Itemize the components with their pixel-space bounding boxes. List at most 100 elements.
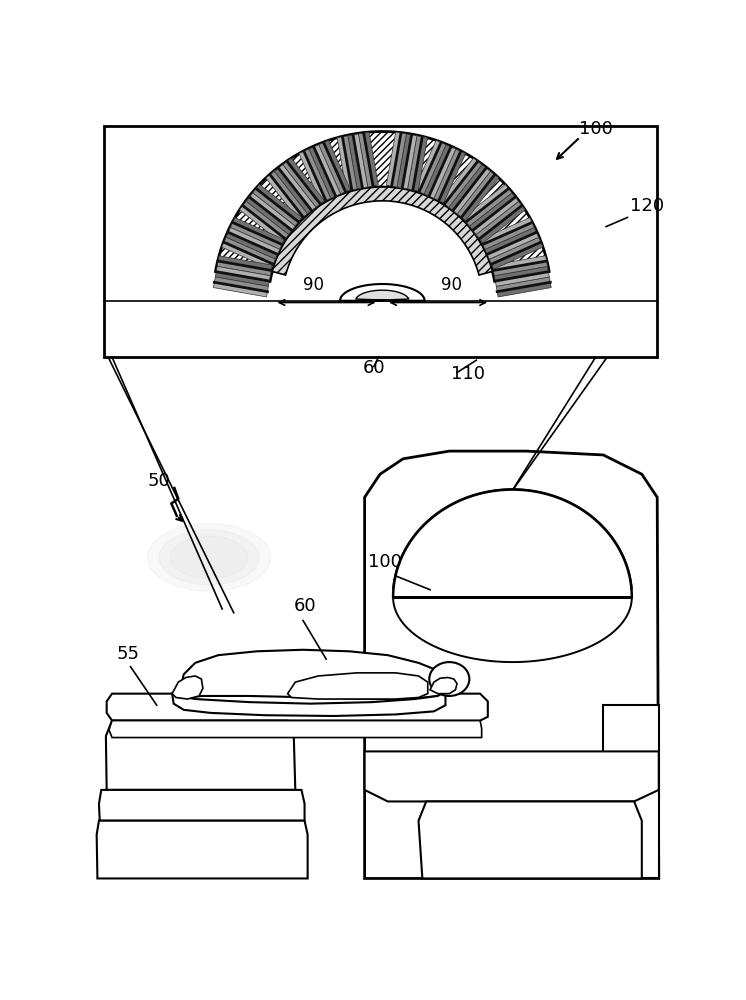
Polygon shape: [496, 277, 551, 292]
Polygon shape: [402, 135, 417, 189]
Polygon shape: [218, 256, 272, 270]
Polygon shape: [492, 242, 543, 269]
Polygon shape: [487, 232, 539, 259]
Polygon shape: [172, 676, 203, 699]
Polygon shape: [216, 132, 549, 281]
Polygon shape: [415, 509, 610, 597]
Polygon shape: [287, 158, 325, 204]
Polygon shape: [355, 290, 410, 301]
Polygon shape: [434, 149, 461, 201]
Polygon shape: [106, 721, 295, 790]
Polygon shape: [337, 137, 352, 191]
Polygon shape: [393, 597, 632, 662]
Polygon shape: [253, 189, 298, 226]
Polygon shape: [480, 218, 532, 244]
Polygon shape: [304, 149, 330, 201]
Polygon shape: [222, 242, 273, 269]
Polygon shape: [159, 530, 259, 585]
Text: 100: 100: [579, 120, 612, 138]
Polygon shape: [460, 550, 565, 597]
Polygon shape: [224, 237, 275, 264]
Polygon shape: [439, 151, 466, 203]
Polygon shape: [462, 175, 499, 220]
Polygon shape: [324, 140, 351, 192]
Polygon shape: [99, 790, 304, 821]
Polygon shape: [231, 223, 282, 249]
Text: 55: 55: [116, 645, 140, 663]
Polygon shape: [249, 193, 295, 230]
Polygon shape: [275, 168, 312, 214]
Polygon shape: [480, 206, 525, 243]
Polygon shape: [492, 256, 547, 270]
Polygon shape: [466, 189, 512, 226]
Polygon shape: [97, 821, 307, 878]
Polygon shape: [393, 490, 632, 597]
Polygon shape: [439, 597, 586, 637]
Polygon shape: [239, 206, 285, 243]
Polygon shape: [497, 282, 551, 297]
Bar: [104, 126, 657, 357]
Polygon shape: [415, 597, 610, 650]
Text: 60: 60: [363, 359, 385, 377]
Polygon shape: [393, 490, 632, 597]
Text: 100: 100: [369, 553, 402, 571]
Polygon shape: [228, 227, 280, 254]
Polygon shape: [348, 135, 363, 189]
Text: 90: 90: [303, 276, 324, 294]
Polygon shape: [272, 187, 492, 275]
Polygon shape: [363, 132, 378, 186]
Polygon shape: [314, 145, 341, 196]
Polygon shape: [319, 143, 345, 194]
Polygon shape: [216, 266, 270, 281]
Polygon shape: [246, 197, 292, 235]
Polygon shape: [340, 284, 424, 301]
Polygon shape: [430, 677, 457, 694]
Polygon shape: [485, 227, 536, 254]
Polygon shape: [358, 133, 373, 187]
Polygon shape: [414, 140, 441, 192]
Polygon shape: [424, 145, 451, 196]
Text: 50: 50: [148, 472, 170, 490]
Polygon shape: [448, 165, 486, 211]
Polygon shape: [256, 184, 302, 222]
Polygon shape: [440, 158, 477, 204]
Polygon shape: [216, 272, 269, 286]
Polygon shape: [429, 147, 456, 198]
Polygon shape: [171, 536, 248, 579]
Polygon shape: [365, 751, 659, 801]
Polygon shape: [266, 175, 303, 220]
Polygon shape: [386, 132, 401, 186]
Text: 60: 60: [294, 597, 316, 615]
Polygon shape: [469, 193, 515, 230]
Text: 90: 90: [441, 276, 462, 294]
Polygon shape: [489, 237, 541, 264]
Polygon shape: [407, 136, 422, 190]
Polygon shape: [445, 161, 482, 207]
Polygon shape: [397, 134, 412, 188]
Polygon shape: [288, 673, 427, 699]
Ellipse shape: [429, 662, 469, 696]
Polygon shape: [148, 523, 271, 591]
Polygon shape: [353, 134, 368, 188]
Polygon shape: [439, 531, 586, 597]
Polygon shape: [214, 277, 269, 292]
Text: 110: 110: [451, 365, 485, 383]
Polygon shape: [342, 136, 357, 190]
Polygon shape: [419, 143, 446, 194]
Polygon shape: [309, 147, 336, 198]
Polygon shape: [463, 184, 509, 222]
Polygon shape: [270, 171, 307, 217]
Polygon shape: [180, 650, 445, 699]
Polygon shape: [473, 197, 518, 235]
Polygon shape: [495, 266, 548, 281]
Polygon shape: [419, 801, 642, 878]
Polygon shape: [392, 133, 407, 187]
Polygon shape: [299, 151, 326, 203]
Polygon shape: [413, 137, 427, 191]
Polygon shape: [453, 168, 490, 214]
Polygon shape: [233, 218, 284, 244]
Polygon shape: [278, 165, 316, 211]
Polygon shape: [213, 282, 268, 297]
Polygon shape: [476, 201, 522, 239]
Polygon shape: [457, 171, 495, 217]
